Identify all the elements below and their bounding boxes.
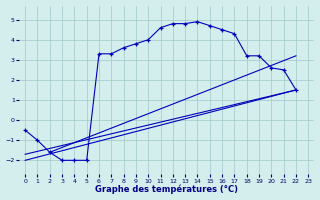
X-axis label: Graphe des températures (°C): Graphe des températures (°C) (95, 185, 238, 194)
